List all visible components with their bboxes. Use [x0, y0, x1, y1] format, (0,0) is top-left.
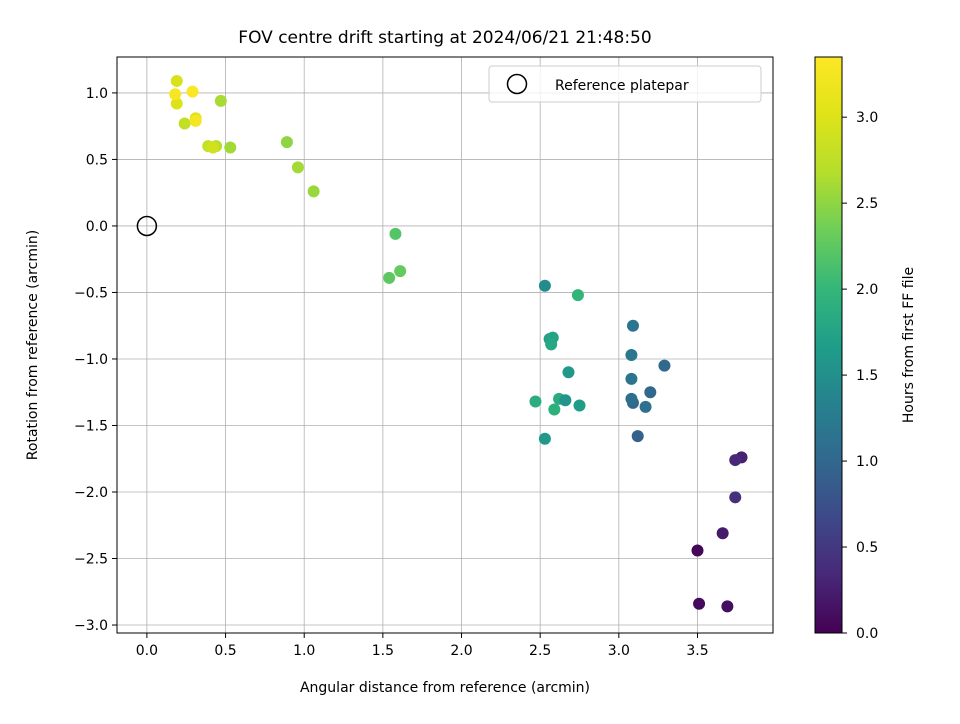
- y-tick-label: 1.0: [86, 86, 108, 102]
- data-point: [170, 97, 183, 110]
- colorbar-tick-label: 1.5: [856, 368, 878, 384]
- colorbar-tick-label: 3.0: [856, 110, 878, 126]
- data-points: [169, 74, 748, 613]
- reference-platepar-marker: [136, 215, 158, 237]
- data-point: [716, 527, 729, 540]
- y-tick-label: −0.5: [74, 285, 108, 301]
- colorbar-gradient: [814, 56, 843, 634]
- data-point: [729, 491, 742, 504]
- data-point: [383, 271, 396, 284]
- colorbar-tick-label: 1.0: [856, 454, 878, 470]
- data-point: [571, 289, 584, 302]
- data-point: [280, 136, 293, 149]
- data-point: [573, 399, 586, 412]
- y-tick-label: −1.5: [74, 418, 108, 434]
- axes: [116, 56, 774, 634]
- data-point: [559, 394, 572, 407]
- data-point: [394, 265, 407, 278]
- y-tick-label: 0.0: [86, 219, 108, 235]
- data-point: [538, 279, 551, 292]
- data-point: [538, 432, 551, 445]
- data-point: [625, 348, 638, 361]
- x-tick-label: 1.0: [293, 643, 315, 659]
- x-axis-label: Angular distance from reference (arcmin): [300, 680, 590, 696]
- y-tick-label: −3.0: [74, 618, 108, 634]
- data-point: [545, 338, 558, 351]
- data-point: [644, 386, 657, 399]
- x-tick-label: 2.5: [529, 643, 551, 659]
- data-point: [693, 597, 706, 610]
- data-point: [189, 114, 202, 127]
- reference-layer: [136, 215, 158, 237]
- colorbar-tick-label: 2.0: [856, 282, 878, 298]
- data-point: [170, 74, 183, 87]
- data-point: [548, 403, 561, 416]
- y-tick-label: 0.5: [86, 152, 108, 168]
- legend-label: Reference platepar: [555, 78, 689, 94]
- y-tick-label: −2.5: [74, 552, 108, 568]
- data-point: [625, 392, 638, 405]
- x-tick-label: 2.0: [450, 643, 472, 659]
- data-point: [639, 400, 652, 413]
- y-tick-label: −2.0: [74, 485, 108, 501]
- x-tick-label: 3.5: [686, 643, 708, 659]
- data-point: [186, 85, 199, 98]
- data-point: [169, 88, 182, 101]
- legend: Reference platepar: [488, 65, 762, 103]
- data-point: [307, 185, 320, 198]
- data-point: [224, 141, 237, 154]
- colorbar-label: Hours from first FF file: [901, 267, 917, 423]
- data-point: [691, 544, 704, 557]
- data-point: [625, 372, 638, 385]
- data-point: [721, 600, 734, 613]
- plot-frame: [116, 56, 774, 634]
- data-point: [729, 454, 742, 467]
- x-tick-label: 0.0: [136, 643, 158, 659]
- tick-labels: 0.0 0.5 1.0 1.5 2.0 2.5 3.0 3.5 1.0 0.5 0.0 −0.5 −1.…: [74, 86, 709, 659]
- data-point: [626, 319, 639, 332]
- y-tick-label: −1.0: [74, 352, 108, 368]
- y-axis-label: Rotation from reference (arcmin): [25, 230, 41, 460]
- colorbar-ticks: 0.0 0.5 1.0 1.5 2.0 2.5 3.0: [842, 110, 878, 642]
- data-point: [389, 227, 402, 240]
- x-tick-label: 1.5: [372, 643, 394, 659]
- data-point: [214, 94, 227, 107]
- data-point: [562, 366, 575, 379]
- data-point: [178, 117, 191, 130]
- x-tick-label: 0.5: [214, 643, 236, 659]
- x-tick-label: 3.0: [608, 643, 630, 659]
- colorbar: 0.0 0.5 1.0 1.5 2.0 2.5 3.0 Hours from first F…: [814, 56, 917, 642]
- data-point: [291, 161, 304, 174]
- data-point: [658, 359, 671, 372]
- colorbar-tick-label: 0.0: [856, 626, 878, 642]
- colorbar-tick-label: 2.5: [856, 196, 878, 212]
- legend-reference-marker: [506, 73, 528, 95]
- chart-title: FOV centre drift starting at 2024/06/21 …: [238, 28, 651, 48]
- colorbar-tick-label: 0.5: [856, 540, 878, 556]
- data-point: [206, 141, 219, 154]
- legend-box: [488, 65, 762, 103]
- data-point: [529, 395, 542, 408]
- grid: [117, 57, 773, 633]
- data-point: [631, 430, 644, 443]
